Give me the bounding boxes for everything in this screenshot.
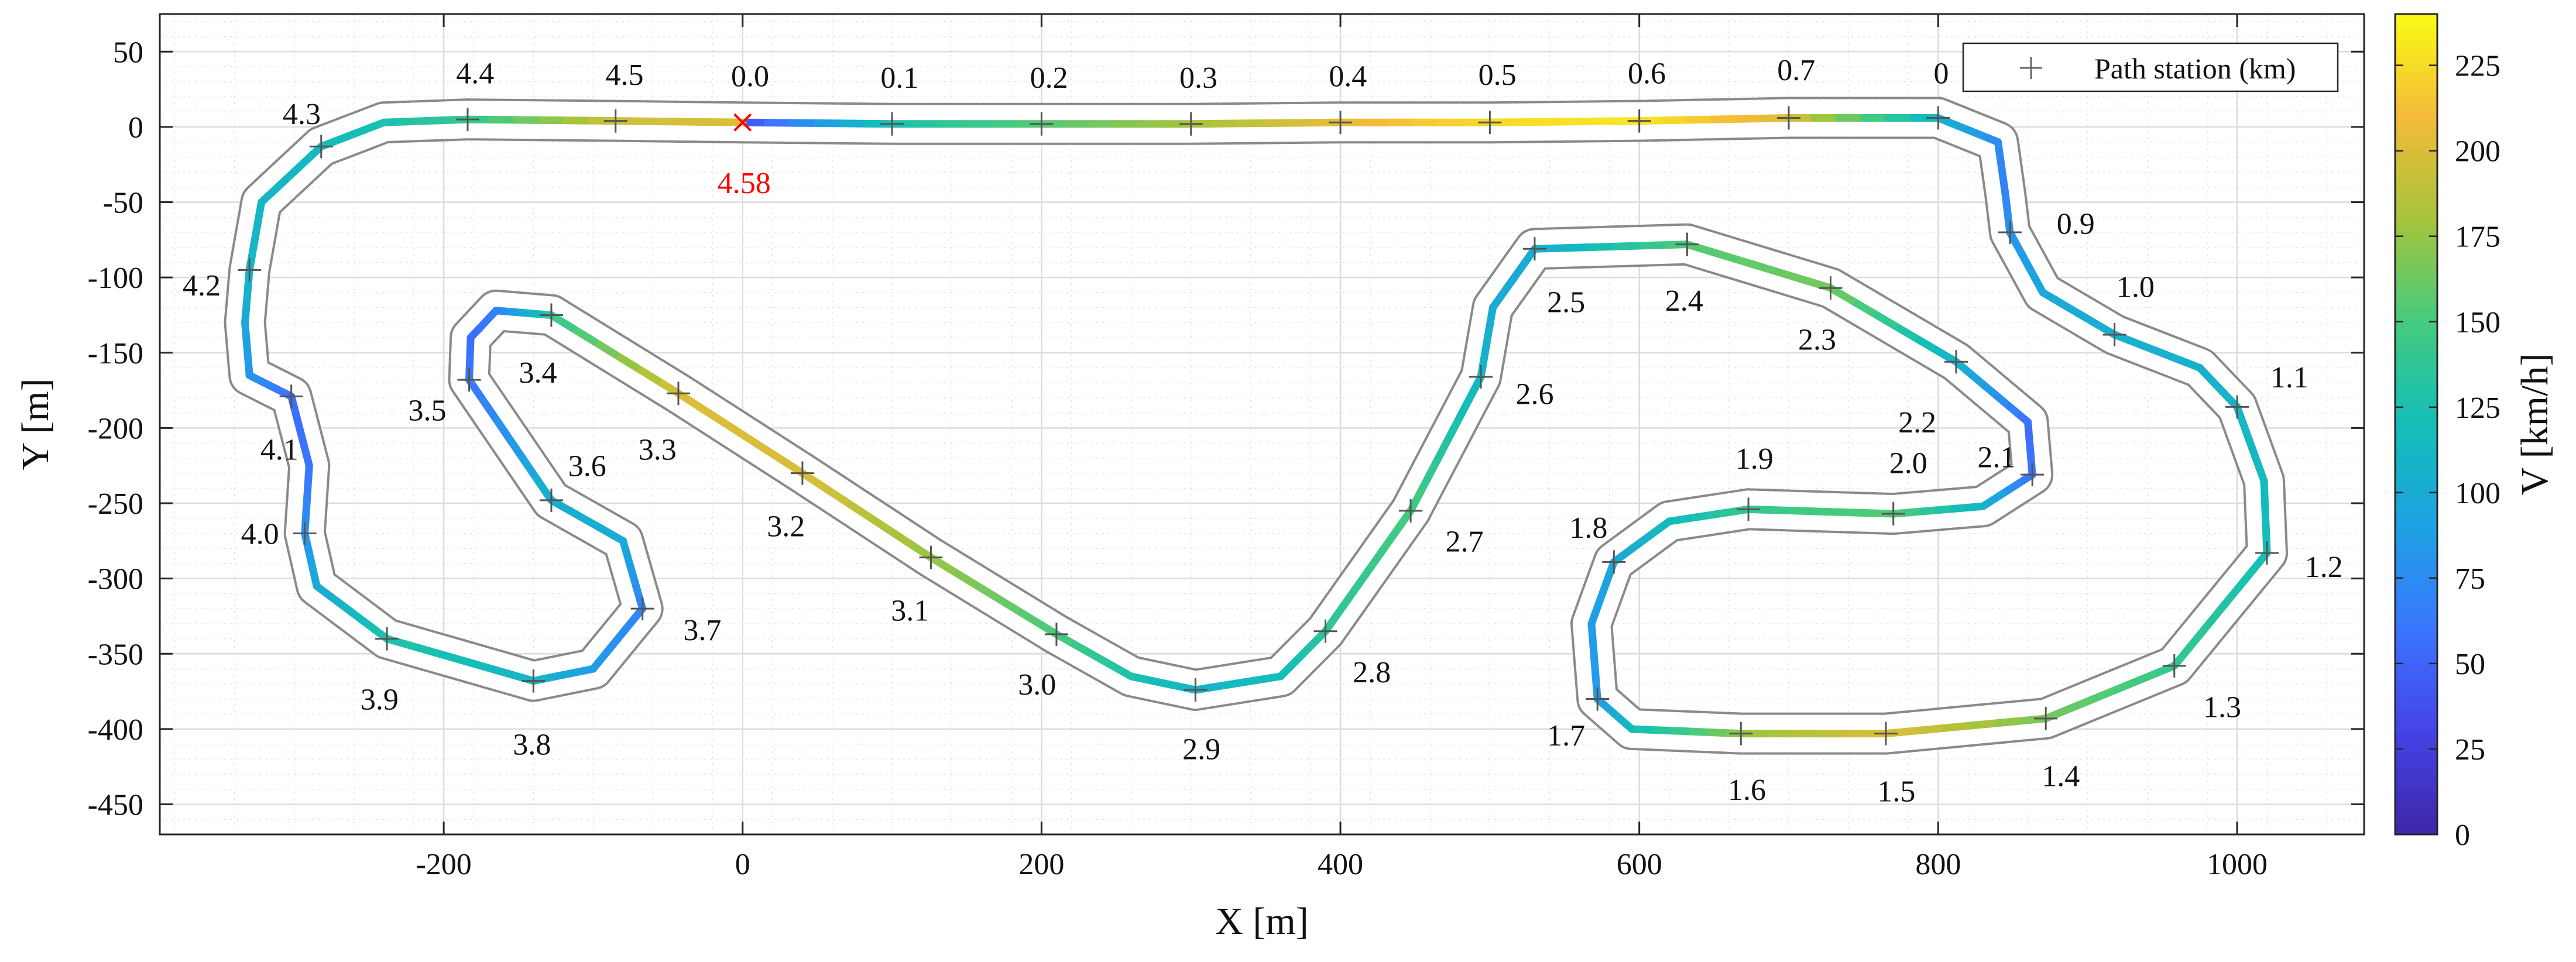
- station-label: 0.2: [1030, 61, 1068, 95]
- colorbar-tick-label: 200: [2455, 135, 2500, 169]
- station-label: 2.5: [1547, 286, 1585, 319]
- station-label: 3.3: [639, 433, 677, 466]
- trajectory-segment: [1586, 246, 1611, 247]
- station-label: 2.4: [1665, 284, 1703, 318]
- station-label: 2.3: [1798, 324, 1836, 357]
- station-label: 4.58: [718, 167, 771, 200]
- legend-label: Path station (km): [2094, 52, 2296, 85]
- colorbar-tick-label: 75: [2455, 562, 2485, 596]
- y-tick-label: -350: [88, 638, 143, 671]
- y-tick-label: -400: [88, 713, 143, 747]
- y-tick-label: -300: [88, 563, 143, 596]
- station-label: 2.9: [1182, 733, 1220, 766]
- station-label: 1.1: [2270, 361, 2309, 394]
- station-label: 0.5: [1479, 59, 1517, 92]
- station-label: 2.6: [1515, 377, 1553, 411]
- station-label: 3.2: [767, 510, 805, 544]
- x-tick-label: -200: [416, 848, 471, 881]
- colorbar: 0 25 50 75 100 125 150 175 200 225 V [km/h]: [2395, 14, 2556, 852]
- colorbar-tick-label: 25: [2455, 733, 2485, 767]
- colorbar-tick-label: 100: [2455, 477, 2500, 510]
- y-tick-label: 50: [113, 36, 143, 69]
- colorbar-label: V [km/h]: [2513, 353, 2556, 496]
- x-tick-label: 200: [1018, 848, 1064, 881]
- x-tick-label: 1000: [2207, 848, 2268, 881]
- station-label: 4.0: [241, 518, 279, 551]
- station-label: 0.4: [1329, 60, 1367, 93]
- station-label: 1.9: [1735, 442, 1774, 476]
- station-label: 2.0: [1889, 447, 1927, 480]
- x-tick-label: 800: [1915, 848, 1961, 881]
- station-label: 0.6: [1628, 57, 1666, 90]
- station-label: 1.2: [2305, 551, 2343, 584]
- colorbar-tick-label: 175: [2455, 221, 2500, 254]
- colorbar-tick-label: 125: [2455, 391, 2500, 425]
- y-tick-label: -450: [88, 789, 143, 822]
- x-axis-label: X [m]: [1215, 900, 1308, 943]
- station-label: 3.9: [361, 683, 399, 716]
- station-label: 0: [1933, 57, 1949, 90]
- y-tick-label: -250: [88, 487, 143, 521]
- station-label: 3.1: [891, 595, 929, 628]
- x-tick-label: 400: [1318, 848, 1363, 881]
- station-label: 1.3: [2203, 690, 2241, 724]
- station-label: 0.1: [880, 61, 918, 95]
- y-tick-label: -200: [88, 412, 143, 445]
- y-tick-label: 0: [128, 111, 143, 145]
- trajectory-segment: [1637, 245, 1662, 246]
- station-label: 1.7: [1547, 719, 1585, 753]
- station-label: 0.0: [731, 60, 769, 93]
- colorbar-tick-label: 225: [2455, 50, 2500, 83]
- trajectory-segment: [1939, 726, 1966, 729]
- station-label: 2.8: [1353, 656, 1391, 689]
- station-label: 1.8: [1569, 511, 1607, 545]
- station-label: 1.0: [2117, 271, 2155, 304]
- trajectory-segment: [1913, 729, 1940, 731]
- trajectory-segment: [1966, 723, 1993, 726]
- colorbar-tick-label: 0: [2455, 819, 2470, 852]
- station-label: 2.2: [1898, 406, 1936, 439]
- y-tick-label: -150: [88, 337, 143, 370]
- station-label: 1.6: [1728, 774, 1766, 807]
- colorbar-gradient: [2395, 14, 2437, 834]
- station-label: 3.5: [409, 394, 447, 428]
- station-label: 3.4: [519, 356, 557, 390]
- station-label: 3.6: [568, 450, 606, 483]
- station-label: 2.7: [1445, 525, 1483, 558]
- station-label: 2.1: [1977, 441, 2015, 474]
- y-tick-label: -50: [103, 187, 143, 220]
- x-tick-label: 600: [1617, 848, 1662, 881]
- colorbar-tick-label: 150: [2455, 306, 2500, 339]
- station-label: 4.1: [260, 433, 299, 466]
- x-tick-label: 0: [735, 848, 750, 881]
- trajectory-segment: [1992, 721, 2019, 723]
- station-label: 4.3: [283, 98, 321, 131]
- station-label: 4.4: [456, 57, 494, 90]
- station-label: 1.4: [2042, 760, 2080, 793]
- station-label: 3.7: [683, 614, 721, 647]
- station-label: 4.5: [606, 59, 644, 92]
- y-axis-label: Y [m]: [14, 378, 57, 470]
- station-label: 0.3: [1179, 61, 1217, 95]
- station-label: 1.5: [1877, 775, 1915, 808]
- y-tick-label: -100: [88, 262, 143, 295]
- legend: Path station (km): [1963, 43, 2338, 91]
- station-label: 0.7: [1777, 54, 1815, 87]
- station-label: 3.0: [1018, 668, 1056, 702]
- colorbar-tick-label: 50: [2455, 648, 2485, 681]
- station-label: 4.2: [183, 269, 221, 303]
- station-label: 3.8: [513, 729, 551, 762]
- station-label: 0.9: [2057, 208, 2095, 241]
